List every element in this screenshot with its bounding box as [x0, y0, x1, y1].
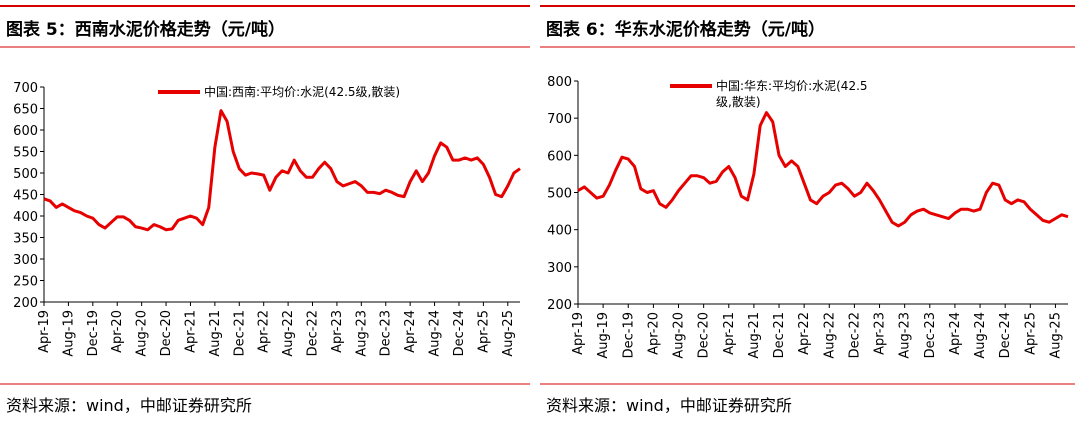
x-tick-label: Aug-19: [596, 312, 611, 359]
y-tick-label: 450: [13, 189, 38, 204]
x-tick-label: Aug-20: [672, 312, 687, 359]
y-tick-label: 600: [13, 124, 38, 139]
y-tick-label: 300: [547, 261, 572, 276]
x-tick-label: Apr-23: [873, 312, 888, 355]
x-tick-label: Dec-19: [86, 310, 101, 356]
legend-label: 中国:华东:平均价:水泥(42.5级,散装): [716, 79, 868, 109]
x-tick-label: Aug-22: [281, 310, 296, 357]
x-tick-label: Aug-22: [822, 312, 837, 359]
x-tick-label: Apr-23: [330, 310, 345, 353]
line-series: [43, 109, 521, 232]
x-tick-label: Dec-22: [306, 310, 321, 356]
x-tick-label: Dec-23: [379, 310, 394, 356]
x-tick-label: Apr-22: [257, 310, 272, 353]
x-tick-label: Dec-24: [998, 312, 1013, 358]
x-tick-label: Dec-23: [923, 312, 938, 358]
y-tick-label: 400: [13, 210, 38, 225]
x-tick-label: Dec-20: [159, 310, 174, 356]
x-tick-label: Apr-20: [110, 310, 125, 353]
x-tick-label: Apr-21: [183, 310, 198, 353]
y-tick-label: 700: [13, 81, 38, 96]
x-tick-label: Apr-24: [948, 312, 963, 355]
x-tick-label: Aug-23: [898, 312, 913, 359]
y-tick-label: 500: [13, 167, 38, 182]
legend-label: 中国:西南:平均价:水泥(42.5级,散装): [204, 85, 401, 99]
chart-title: 图表 6：华东水泥价格走势（元/吨）: [546, 19, 825, 40]
x-tick-label: Aug-20: [135, 310, 150, 357]
x-tick-label: Aug-25: [1048, 312, 1063, 359]
source: 资料来源：wind，中邮证券研究所: [6, 396, 252, 415]
y-tick-label: 200: [547, 298, 572, 313]
x-tick-label: Aug-24: [973, 312, 988, 359]
x-tick-label: Dec-22: [847, 312, 862, 358]
y-tick-label: 650: [13, 103, 38, 118]
x-tick-label: Apr-24: [403, 310, 418, 353]
x-tick-label: Apr-25: [1023, 312, 1038, 355]
x-tick-label: Dec-21: [772, 312, 787, 358]
chart-title: 图表 5：西南水泥价格走势（元/吨）: [6, 19, 285, 40]
y-tick-label: 500: [547, 187, 572, 202]
x-tick-label: Aug-23: [354, 310, 369, 357]
x-tick-label: Dec-20: [697, 312, 712, 358]
line-series: [577, 111, 1069, 228]
x-tick-label: Aug-24: [428, 310, 443, 357]
x-tick-label: Apr-25: [476, 310, 491, 353]
x-tick-label: Apr-19: [571, 312, 586, 355]
y-tick-label: 550: [13, 146, 38, 161]
x-tick-label: Dec-21: [232, 310, 247, 356]
y-tick-label: 350: [13, 232, 38, 247]
x-tick-label: Aug-21: [208, 310, 223, 357]
y-tick-label: 250: [13, 275, 38, 290]
x-tick-label: Aug-21: [747, 312, 762, 359]
x-tick-label: Apr-19: [37, 310, 52, 353]
x-tick-label: Aug-25: [501, 310, 516, 357]
x-tick-label: Aug-19: [61, 310, 76, 357]
x-tick-label: Dec-24: [452, 310, 467, 356]
y-tick-label: 300: [13, 253, 38, 268]
y-tick-label: 400: [547, 224, 572, 239]
x-tick-label: Apr-20: [646, 312, 661, 355]
x-tick-label: Apr-22: [797, 312, 812, 355]
y-tick-label: 600: [547, 149, 572, 164]
y-tick-label: 200: [13, 296, 38, 311]
y-tick-label: 700: [547, 112, 572, 127]
source: 资料来源：wind，中邮证券研究所: [546, 396, 792, 415]
x-tick-label: Dec-19: [621, 312, 636, 358]
x-tick-label: Apr-21: [722, 312, 737, 355]
y-tick-label: 800: [547, 75, 572, 90]
